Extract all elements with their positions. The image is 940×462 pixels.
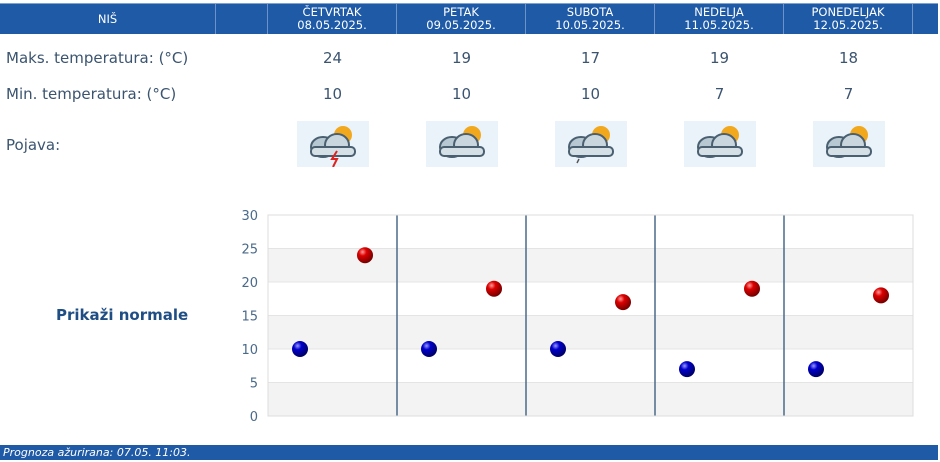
min-temp-point	[808, 361, 824, 378]
y-tick-label: 30	[241, 209, 258, 224]
min-temp-point	[292, 341, 308, 357]
day-name: ČETVRTAK	[302, 5, 362, 19]
cloud-sun-thunder-icon	[297, 121, 369, 168]
show-normals-link[interactable]: Prikaži normale	[56, 306, 189, 324]
day-name: PETAK	[443, 5, 479, 19]
max-temp-value: 19	[451, 49, 472, 67]
y-tick-label: 15	[241, 310, 258, 325]
day-header: SUBOTA 10.05.2025.	[526, 4, 655, 34]
max-temp-value: 24	[322, 49, 343, 67]
day-name: NEDELJA	[694, 5, 744, 19]
min-temp-value: 7	[714, 85, 725, 103]
max-temp-value: 19	[709, 49, 730, 67]
grid-band	[267, 382, 914, 417]
day-name: SUBOTA	[566, 5, 614, 19]
min-temp-point	[679, 361, 695, 378]
min-temp-point	[550, 341, 566, 357]
cloud-sun-rain-icon	[555, 121, 627, 167]
cloud-sun-icon	[684, 121, 756, 167]
day-date: 09.05.2025.	[426, 18, 496, 32]
cloud-sun-icon	[426, 121, 498, 167]
min-temp-value: 7	[843, 85, 854, 103]
day-date: 10.05.2025.	[555, 18, 625, 32]
max-temp-point	[486, 280, 502, 297]
phenomenon-label: Pojava:	[6, 136, 61, 154]
y-tick-label: 20	[241, 276, 258, 291]
min-temp-value: 10	[322, 85, 343, 103]
plot-border	[267, 214, 914, 417]
y-tick-label: 25	[241, 243, 258, 258]
y-tick-label: 0	[250, 410, 258, 425]
max-temp-value: 18	[838, 49, 859, 67]
day-header: PETAK 09.05.2025.	[397, 4, 526, 34]
max-temp-value: 17	[580, 49, 601, 67]
grid-band	[267, 281, 914, 316]
max-temp-point	[357, 247, 373, 264]
min-temp-value: 10	[580, 85, 601, 103]
cloud-sun-icon	[813, 121, 885, 167]
day-header: ČETVRTAK 08.05.2025.	[268, 4, 397, 34]
city-name: NIŠ	[0, 4, 216, 34]
y-tick-label: 5	[250, 377, 258, 392]
grid-band	[267, 248, 914, 283]
day-date: 11.05.2025.	[684, 18, 754, 32]
forecast-updated-footer: Prognoza ažurirana: 07.05. 11:03.	[0, 445, 938, 460]
grid-band	[267, 315, 914, 350]
temperature-chart: 0 5 10 15 20 25 30	[241, 209, 914, 425]
day-header: NEDELJA 11.05.2025.	[655, 4, 784, 34]
header-spacer	[216, 4, 268, 34]
day-date: 12.05.2025.	[813, 18, 883, 32]
max-temp-point	[873, 287, 889, 304]
max-temp-point	[615, 294, 631, 311]
grid-band	[267, 214, 914, 249]
min-temp-point	[421, 341, 437, 357]
min-temp-label: Min. temperatura: (°C)	[6, 85, 177, 103]
day-header: PONEDELJAK 12.05.2025.	[784, 4, 913, 34]
min-temp-value: 10	[451, 85, 472, 103]
header-bar: NIŠ ČETVRTAK 08.05.2025. PETAK 09.05.2025. S…	[0, 3, 938, 34]
max-temp-label: Maks. temperatura: (°C)	[6, 49, 189, 67]
day-name: PONEDELJAK	[811, 5, 885, 19]
max-temp-point	[744, 280, 760, 297]
y-tick-label: 10	[241, 343, 258, 358]
day-date: 08.05.2025.	[297, 18, 367, 32]
